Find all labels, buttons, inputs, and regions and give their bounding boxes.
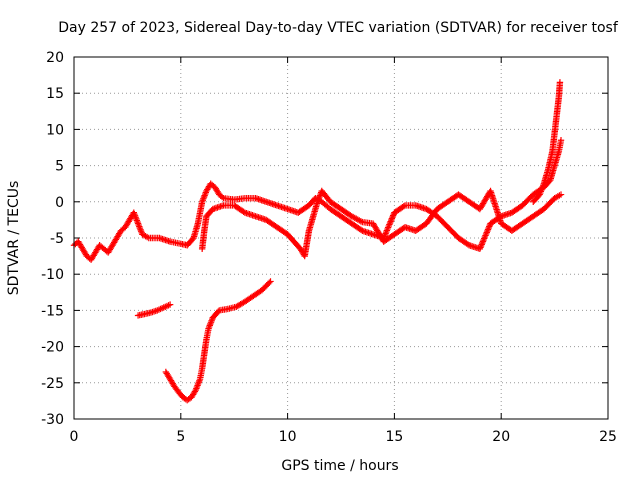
data-point <box>386 219 394 227</box>
x-tick-label: 25 <box>599 429 617 445</box>
data-point <box>477 244 484 251</box>
x-tick-label: 10 <box>279 429 297 445</box>
y-tick-label: -30 <box>41 412 64 428</box>
y-tick-label: -20 <box>41 340 64 356</box>
tick-marks <box>73 56 609 420</box>
data-point <box>266 279 273 286</box>
data-point <box>384 225 391 233</box>
data-point <box>482 232 489 239</box>
chart-title: Day 257 of 2023, Sidereal Day-to-day VTE… <box>58 20 619 36</box>
data-point <box>267 278 274 285</box>
data-point <box>385 222 392 230</box>
data-point <box>357 218 365 225</box>
y-tick-label: -25 <box>41 376 64 392</box>
data-point <box>388 215 396 222</box>
y-axis-label: SDTVAR / TECUs <box>6 181 22 296</box>
data-point <box>478 241 485 248</box>
data-point <box>386 221 393 228</box>
data-point <box>388 216 395 224</box>
data-point <box>389 213 396 221</box>
plot-frame <box>73 56 609 420</box>
y-tick-label: 10 <box>46 122 64 138</box>
data-point <box>214 308 222 315</box>
data-point <box>477 242 485 250</box>
x-tick-label: 20 <box>492 429 510 445</box>
y-tick-label: 0 <box>55 195 64 211</box>
y-tick-label: 15 <box>46 86 64 102</box>
data-point <box>481 235 488 242</box>
y-tick-label: -15 <box>41 303 64 319</box>
x-tick-label: 0 <box>70 429 79 445</box>
data-point <box>400 203 407 210</box>
data-point <box>557 137 565 144</box>
x-tick-label: 5 <box>176 429 185 445</box>
data-point <box>479 238 487 245</box>
data-point <box>485 224 492 232</box>
data-point <box>482 230 490 238</box>
x-tick-label: 15 <box>385 429 403 445</box>
y-tick-label: -5 <box>50 231 64 247</box>
x-axis-label: GPS time / hours <box>281 458 398 474</box>
data-point <box>484 227 491 235</box>
data-point <box>381 231 389 239</box>
data-point <box>166 301 174 308</box>
data-point <box>480 236 487 244</box>
data-point <box>218 193 226 201</box>
data-point <box>383 227 391 234</box>
y-tick-label: 5 <box>55 159 64 175</box>
data-point <box>384 224 392 231</box>
data-point <box>383 228 390 236</box>
data-point <box>557 191 565 198</box>
data-point <box>382 230 389 237</box>
data-points <box>70 79 565 404</box>
y-tick-labels: 20 15 10 5 0 -5 -10 -15 -20 -25 -30 <box>41 50 64 428</box>
data-point <box>464 241 472 248</box>
x-tick-labels: 0 5 10 15 20 25 <box>70 429 617 445</box>
data-point <box>479 239 486 247</box>
data-point <box>357 226 365 234</box>
data-point <box>387 218 394 225</box>
data-point <box>481 233 489 241</box>
data-point <box>240 208 247 215</box>
data-point <box>476 245 484 253</box>
data-point <box>486 223 493 230</box>
data-point <box>484 226 492 233</box>
data-point <box>556 79 564 86</box>
data-point <box>389 212 397 219</box>
y-tick-label: 20 <box>46 50 64 66</box>
data-point <box>191 388 199 395</box>
data-point <box>483 229 490 236</box>
y-tick-label: -10 <box>41 267 64 283</box>
